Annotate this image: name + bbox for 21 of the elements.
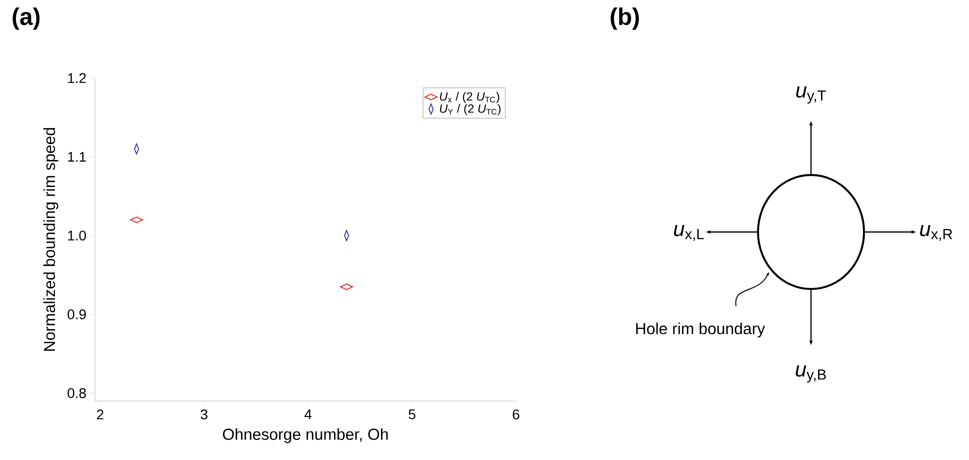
legend-label: U$_{Y}$ / (2 U$_{TC}$) [440,104,501,116]
y-tick-label: 0.9 [68,309,86,320]
text: Hole rim boundary [636,322,766,338]
text: (b) [610,8,639,30]
x-axis-title: Ohnesorge number, Oh [222,428,388,444]
x-tick-label: 4 [304,410,312,420]
text: u$_{x,R}$ [920,224,952,242]
y-axis-title: Normalized bounding rim speed [43,128,58,351]
text: u$_{y,B}$ [796,365,826,383]
chart-title: (a) [12,8,40,30]
text: u$_{x,L}$ [674,224,704,242]
x-tick-label: 5 [408,410,416,420]
y-tick-label: 0.8 [68,388,86,398]
y-tick-label: 1.2 [68,73,86,83]
x-tick-label: 2 [97,410,104,420]
y-tick-label: 1.1 [68,152,86,162]
text: u$_{y,T}$ [796,86,826,104]
y-tick-label: 1.0 [68,230,86,240]
legend-label: U$_{x}$ / (2 U$_{TC}$) [440,92,500,104]
x-tick-label: 6 [512,410,520,420]
x-tick-label: 3 [200,410,208,420]
